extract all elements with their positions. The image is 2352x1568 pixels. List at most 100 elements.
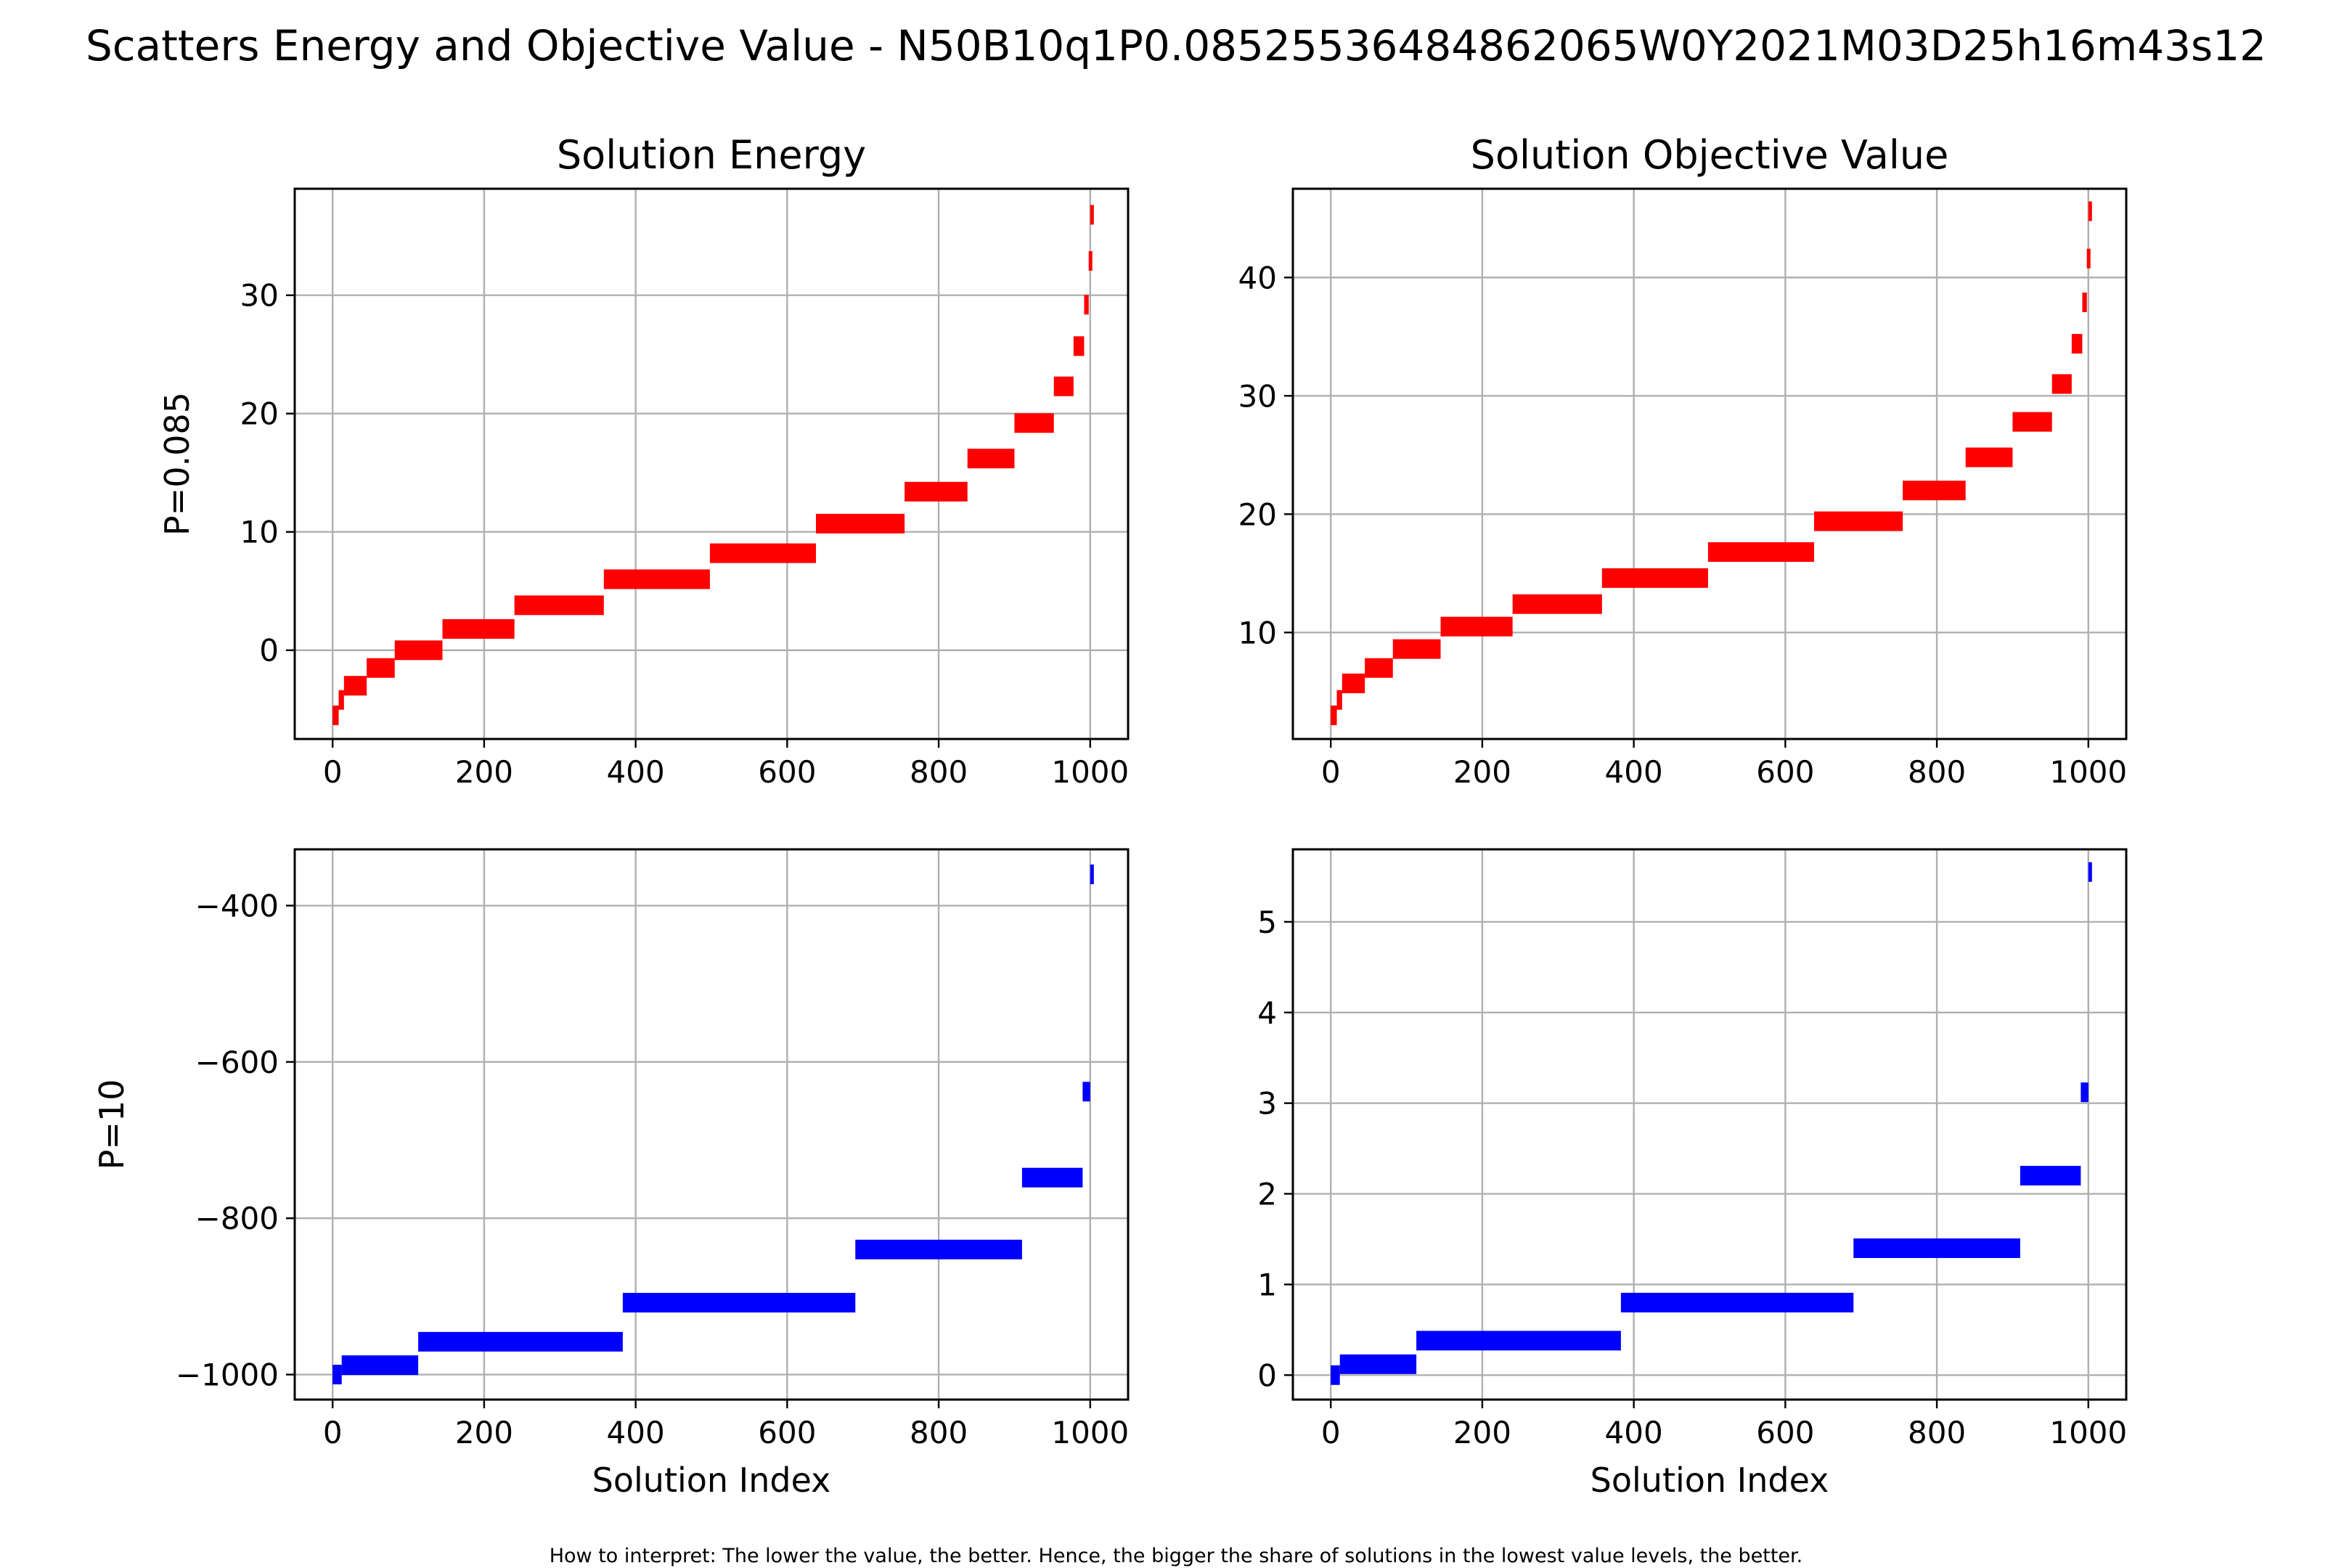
data-point-band [905,481,968,502]
data-point-band [341,1355,419,1376]
data-point-band [2020,1166,2081,1186]
x-tick-label: 1000 [2049,754,2127,790]
y-tick-label: 10 [240,515,279,550]
x-tick-label: 0 [323,754,343,790]
y-tick-label: 5 [1257,905,1277,940]
x-tick-label: 400 [607,1415,665,1450]
x-tick-label: 1000 [1051,754,1129,790]
x-axis-label: Solution Index [592,1461,831,1500]
data-point-band [816,513,905,534]
y-tick-label: 2 [1257,1177,1277,1212]
x-tick-label: 1000 [1051,1415,1129,1450]
y-tick-label: 40 [1238,260,1277,295]
data-point-band [332,705,339,725]
y-tick-label: 0 [1257,1357,1277,1393]
y-tick-label: −400 [195,889,279,924]
axes-frame [1291,187,2128,740]
data-point-band [1339,1354,1417,1374]
chart-panel-4: 0 200 400 600 800 1000 0 1 2 3 4 5 Solution Index [1257,848,2128,1500]
panel-title: Solution Energy [557,132,866,178]
x-tick-label: 400 [1605,1415,1663,1450]
data-point-band [1601,568,1708,588]
x-tick-label: 0 [1321,1415,1341,1450]
axes-frame [293,848,1130,1401]
data-point-band [2086,248,2091,269]
x-tick-label: 200 [455,754,513,790]
y-tick-label: 4 [1257,995,1277,1031]
x-tick-label: 600 [758,754,816,790]
data-point-band [1853,1238,2020,1258]
data-point-band [418,1331,623,1352]
data-point-band [1073,336,1085,356]
y-tick-label: −800 [195,1201,279,1236]
data-point-band [442,618,515,639]
data-point-band [394,640,443,661]
y-tick-label: 30 [1238,378,1277,414]
x-tick-label: 200 [1453,1415,1511,1450]
data-point-band [1416,1331,1621,1351]
data-point-band [1082,1082,1090,1102]
data-point-band [2071,334,2083,354]
y-tick-label: 1 [1257,1267,1277,1302]
data-point-band [1512,594,1602,614]
y-tick-label: 10 [1238,615,1277,650]
data-point-band [1903,481,1966,501]
data-point-band [2012,412,2052,432]
data-point-band [709,543,817,563]
axes-frame [293,187,1130,740]
data-point-band [1342,673,1365,693]
y-axis-label: P=0.085 [158,392,197,536]
data-point-band [1090,864,1094,884]
data-point-band [514,595,604,616]
x-tick-label: 200 [455,1415,513,1450]
data-point-band [343,676,367,696]
y-tick-label: 30 [240,278,279,314]
data-point-band [1814,511,1903,531]
x-tick-label: 800 [910,1415,968,1450]
data-point-band [1336,690,1342,710]
data-point-band [622,1292,856,1312]
x-tick-label: 1000 [2049,1415,2127,1450]
data-point-band [1620,1292,1854,1312]
data-point-band [1965,447,2013,467]
data-point-band [1331,705,1337,725]
x-tick-label: 600 [1756,1415,1814,1450]
data-point-band [1014,413,1054,433]
x-tick-label: 800 [1908,1415,1966,1450]
figure-suptitle: Scatters Energy and Objective Value - N5… [86,21,2266,70]
data-point-band [2088,201,2092,221]
data-point-band [1021,1167,1083,1188]
y-tick-label: −1000 [176,1357,279,1393]
x-tick-label: 800 [910,754,968,790]
y-tick-label: 20 [1238,497,1277,532]
x-tick-label: 400 [607,754,665,790]
data-point-band [855,1239,1022,1259]
data-point-band [603,569,710,589]
figure-footnote: How to interpret: The lower the value, t… [550,1545,1803,1567]
data-point-band [1440,616,1513,637]
data-point-band [1707,542,1815,562]
y-tick-label: −600 [195,1045,279,1080]
data-point-band [367,658,395,678]
x-tick-label: 400 [1605,754,1663,790]
data-point-band [1331,1365,1340,1385]
axes-frame [1291,848,2128,1401]
data-point-band [2051,374,2072,394]
x-tick-label: 0 [1321,754,1341,790]
data-point-band [332,1365,342,1385]
data-point-band [2081,1082,2088,1103]
chart-panel-1: 0 200 400 600 800 1000 0 10 20 30 Solution Energy P… [158,132,1130,790]
data-point-band [1088,250,1093,271]
panel-title: Solution Objective Value [1471,132,1949,178]
y-tick-label: 0 [259,633,279,669]
data-point-band [1053,376,1074,396]
y-tick-label: 20 [240,396,279,432]
chart-panel-2: 0 200 400 600 800 1000 10 20 30 40 Solution Object… [1238,132,2128,790]
data-point-band [2088,862,2092,882]
x-tick-label: 200 [1453,754,1511,790]
data-point-band [1392,639,1441,659]
data-point-band [1365,658,1393,678]
x-tick-label: 800 [1908,754,1966,790]
x-axis-label: Solution Index [1591,1461,1829,1500]
